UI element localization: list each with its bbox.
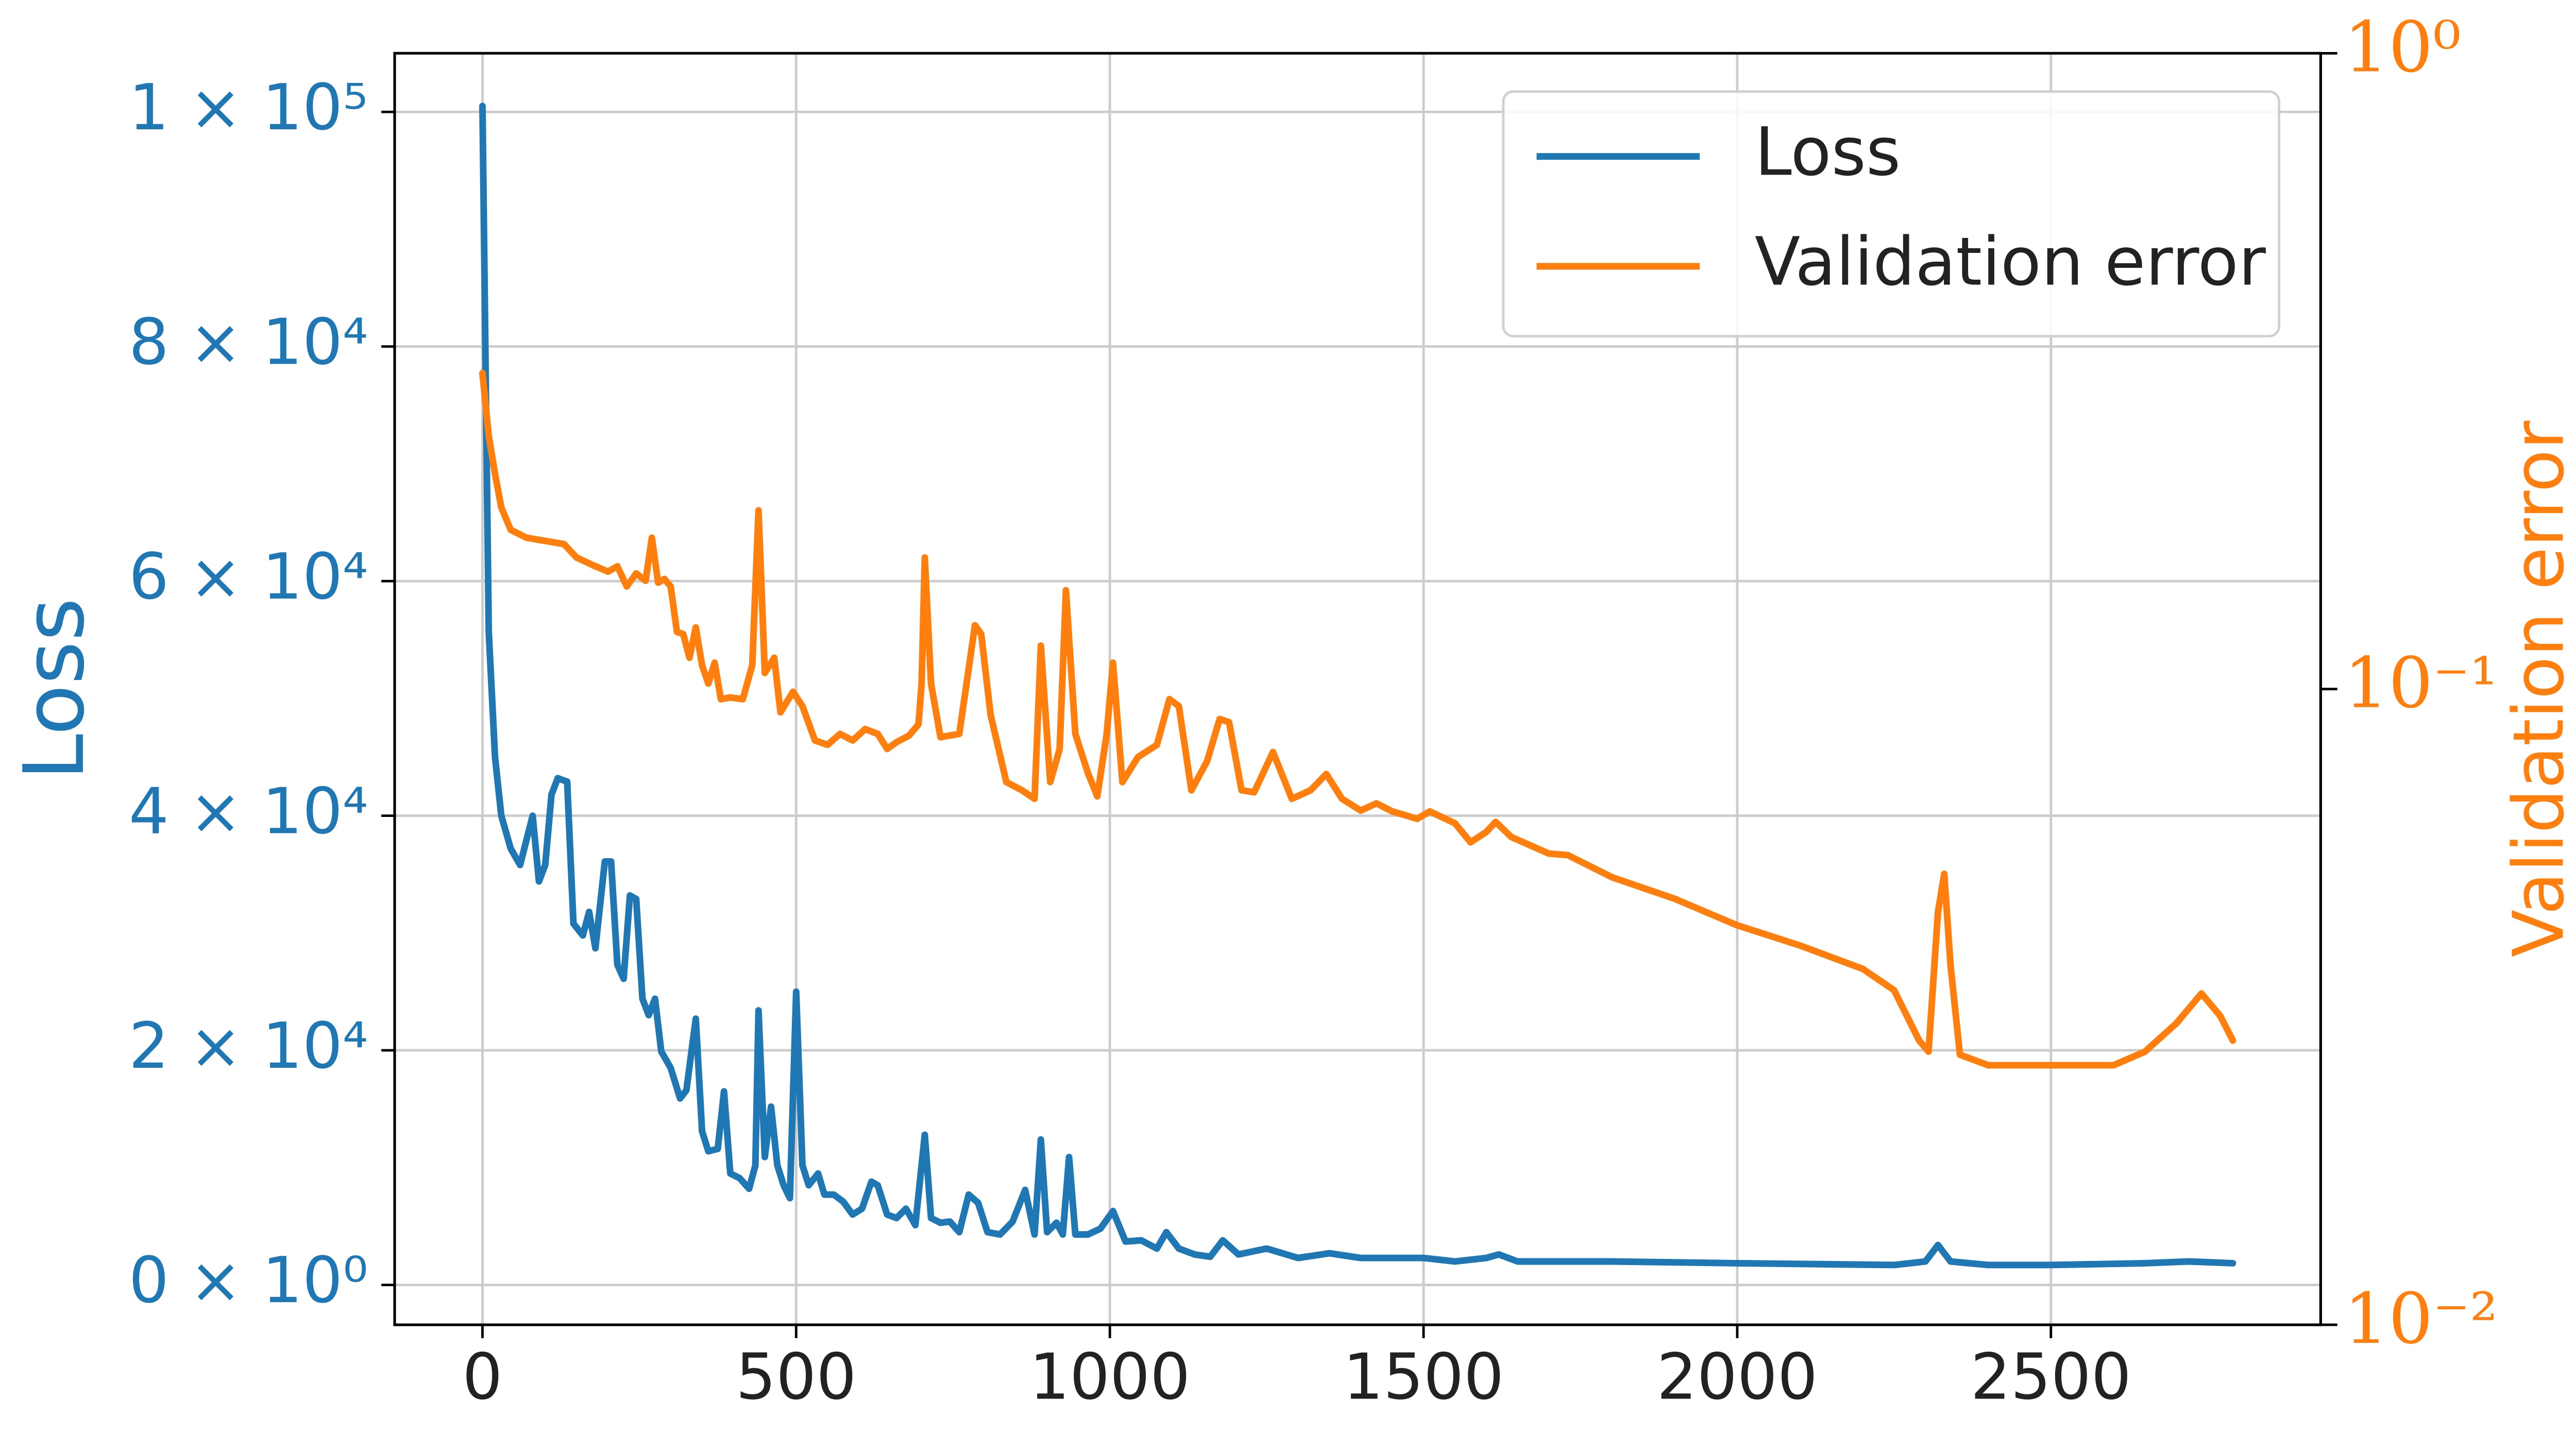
y-tick-label: 4 × 10⁴ bbox=[129, 774, 368, 848]
x-tick-label: 2500 bbox=[1971, 1340, 2131, 1414]
legend-box bbox=[1502, 90, 2281, 338]
y2-tick-label: 10⁰ bbox=[2344, 7, 2461, 88]
series-line bbox=[479, 369, 2236, 1069]
plot-lines bbox=[479, 103, 2236, 1269]
legend: Loss Validation error bbox=[1502, 90, 2281, 338]
y2-axis-label: Validation error bbox=[2498, 421, 2576, 958]
legend-label: Loss bbox=[1755, 113, 1901, 191]
y-tick-label: 8 × 10⁴ bbox=[129, 305, 368, 379]
y-tick-label: 0 × 10⁰ bbox=[129, 1243, 368, 1317]
y-axis-label: Loss bbox=[6, 598, 103, 780]
y-tick-label: 2 × 10⁴ bbox=[129, 1009, 368, 1083]
axes: 0 500 1000 1500 2000 2500 0 × 10⁰ 2 × 10⁴ 4 × 10… bbox=[129, 7, 2498, 1413]
x-tick-label: 500 bbox=[736, 1340, 856, 1414]
x-tick-label: 1500 bbox=[1343, 1340, 1504, 1414]
y2-tick-label: 10⁻¹ bbox=[2344, 643, 2498, 724]
y2-tick-label: 10⁻² bbox=[2344, 1278, 2498, 1360]
legend-label: Validation error bbox=[1755, 224, 2266, 301]
y-tick-label: 6 × 10⁴ bbox=[129, 540, 368, 613]
series-line bbox=[479, 103, 2236, 1269]
x-tick-label: 1000 bbox=[1029, 1340, 1190, 1414]
y-tick-label: 1 × 10⁵ bbox=[129, 71, 368, 144]
x-tick-label: 0 bbox=[462, 1340, 502, 1414]
x-tick-label: 2000 bbox=[1657, 1340, 1818, 1414]
